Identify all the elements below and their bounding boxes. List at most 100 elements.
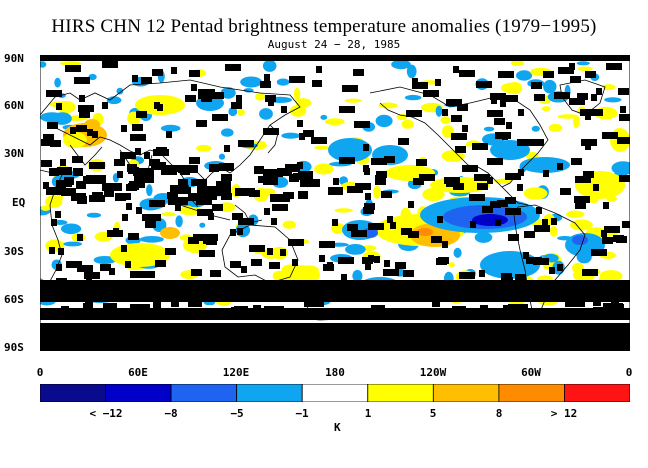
no-data-cell xyxy=(89,162,105,169)
no-data-cell xyxy=(238,218,254,225)
anomaly-patch xyxy=(507,82,522,94)
no-data-cell xyxy=(136,111,147,118)
no-data-cell xyxy=(149,214,155,221)
lon-label-60e: 60E xyxy=(128,366,148,379)
no-data-cell xyxy=(263,177,278,185)
no-data-cell xyxy=(298,191,308,199)
anomaly-patch xyxy=(54,78,61,88)
no-data-cell xyxy=(565,301,585,307)
anomaly-patch xyxy=(263,60,277,72)
no-data-cell xyxy=(575,176,591,183)
no-data-cell xyxy=(300,179,320,187)
anomaly-patch xyxy=(549,124,563,132)
anomaly-patch xyxy=(448,262,454,267)
no-data-cell xyxy=(531,82,542,89)
no-data-cell xyxy=(114,159,125,166)
no-data-cell xyxy=(365,263,371,270)
colorbar-swatch xyxy=(499,384,565,402)
map-title: HIRS CHN 12 Pentad brightness temperatur… xyxy=(0,16,648,38)
no-data-cell xyxy=(254,166,264,174)
no-data-cell xyxy=(86,175,106,183)
no-data-cell xyxy=(299,133,305,140)
no-data-cell xyxy=(593,300,601,306)
no-data-cell xyxy=(476,310,484,316)
no-data-cell xyxy=(136,207,142,214)
no-data-cell xyxy=(253,305,261,311)
no-data-cell xyxy=(298,171,313,179)
anomaly-patch xyxy=(237,109,245,116)
no-data-cell xyxy=(368,255,374,262)
no-data-cell xyxy=(74,77,90,84)
no-data-cell xyxy=(41,160,52,167)
no-data-cell xyxy=(371,305,385,311)
no-data-cell xyxy=(542,219,548,226)
anomaly-patch xyxy=(405,95,422,100)
anomaly-patch xyxy=(407,65,417,79)
no-data-cell xyxy=(272,204,288,211)
colorbar-label: < −12 xyxy=(89,407,122,420)
no-data-cell xyxy=(115,194,126,201)
no-data-cell xyxy=(196,120,207,127)
colorbar-unit: K xyxy=(334,421,341,434)
lon-label-180: 180 xyxy=(325,366,345,379)
no-data-cell xyxy=(596,88,602,95)
no-data-cell xyxy=(515,274,526,281)
no-data-cell xyxy=(534,94,545,101)
no-data-cell xyxy=(269,262,280,269)
no-data-cell xyxy=(165,248,176,255)
colorbar-swatch xyxy=(106,384,172,402)
no-data-cell xyxy=(459,272,475,279)
no-data-cell xyxy=(490,201,501,208)
no-data-cell xyxy=(355,183,371,190)
no-data-cell xyxy=(265,95,276,102)
no-data-cell xyxy=(470,221,476,228)
no-data-cell xyxy=(85,302,93,308)
anomaly-patch xyxy=(221,128,234,136)
no-data-cell xyxy=(543,170,549,177)
no-data-cell xyxy=(55,211,61,218)
no-data-cell xyxy=(219,163,234,171)
no-data-cell xyxy=(57,167,72,175)
no-data-cell xyxy=(224,145,230,152)
no-data-cell xyxy=(431,236,442,243)
no-data-cell xyxy=(617,137,630,144)
no-data-cell xyxy=(155,260,166,267)
no-data-cell xyxy=(76,125,87,132)
no-data-cell xyxy=(437,216,443,223)
no-data-cell xyxy=(494,118,505,125)
no-data-cell xyxy=(398,138,409,145)
no-data-cell xyxy=(601,230,607,237)
no-data-cell xyxy=(238,140,254,147)
no-data-cell xyxy=(87,129,93,136)
no-data-cell xyxy=(551,218,557,225)
no-data-cell xyxy=(338,257,354,264)
no-data-cell xyxy=(416,159,427,166)
no-data-cell xyxy=(495,219,501,226)
no-data-cell xyxy=(341,274,347,281)
no-data-cell xyxy=(442,109,448,116)
no-data-cell xyxy=(132,75,138,82)
no-data-cell xyxy=(591,94,597,101)
no-data-cell xyxy=(619,114,630,121)
lat-label-60s: 60S xyxy=(4,293,34,306)
anomaly-patch xyxy=(454,248,462,258)
anomaly-patch xyxy=(550,226,558,237)
no-data-cell xyxy=(543,71,554,78)
no-data-cell xyxy=(241,266,247,273)
no-data-cell xyxy=(487,110,503,117)
no-data-cell xyxy=(264,208,270,215)
no-data-cell xyxy=(61,306,69,312)
anomaly-patch xyxy=(277,79,290,86)
anomaly-patch xyxy=(240,77,262,88)
lat-label-90s: 90S xyxy=(4,341,34,354)
colorbar-label: > 12 xyxy=(551,407,578,420)
no-data-cell xyxy=(78,105,94,112)
no-data-cell xyxy=(363,165,369,172)
no-data-cell xyxy=(332,219,338,226)
no-data-cell xyxy=(191,84,197,91)
no-data-cell xyxy=(618,88,629,95)
anomaly-patch xyxy=(283,221,296,229)
no-data-cell xyxy=(104,189,114,197)
lon-label-60w: 60W xyxy=(521,366,541,379)
no-data-cell xyxy=(333,178,339,185)
